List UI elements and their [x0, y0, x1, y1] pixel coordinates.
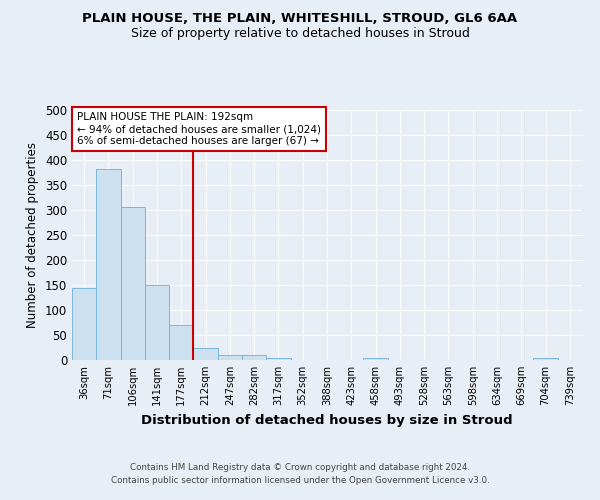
- Bar: [193, 348, 218, 360]
- Bar: [364, 358, 388, 360]
- Bar: [266, 358, 290, 360]
- Bar: [242, 355, 266, 360]
- Text: PLAIN HOUSE, THE PLAIN, WHITESHILL, STROUD, GL6 6AA: PLAIN HOUSE, THE PLAIN, WHITESHILL, STRO…: [82, 12, 518, 26]
- Text: Size of property relative to detached houses in Stroud: Size of property relative to detached ho…: [131, 28, 469, 40]
- Bar: [96, 168, 121, 360]
- Bar: [169, 324, 193, 360]
- Bar: [218, 355, 242, 360]
- Text: PLAIN HOUSE THE PLAIN: 192sqm
← 94% of detached houses are smaller (1,024)
6% of: PLAIN HOUSE THE PLAIN: 192sqm ← 94% of d…: [77, 112, 321, 146]
- Text: Contains HM Land Registry data © Crown copyright and database right 2024.: Contains HM Land Registry data © Crown c…: [130, 464, 470, 472]
- X-axis label: Distribution of detached houses by size in Stroud: Distribution of detached houses by size …: [141, 414, 513, 426]
- Bar: [72, 288, 96, 360]
- Text: Contains public sector information licensed under the Open Government Licence v3: Contains public sector information licen…: [110, 476, 490, 485]
- Bar: [121, 206, 145, 360]
- Bar: [145, 285, 169, 360]
- Bar: [533, 358, 558, 360]
- Y-axis label: Number of detached properties: Number of detached properties: [26, 142, 40, 328]
